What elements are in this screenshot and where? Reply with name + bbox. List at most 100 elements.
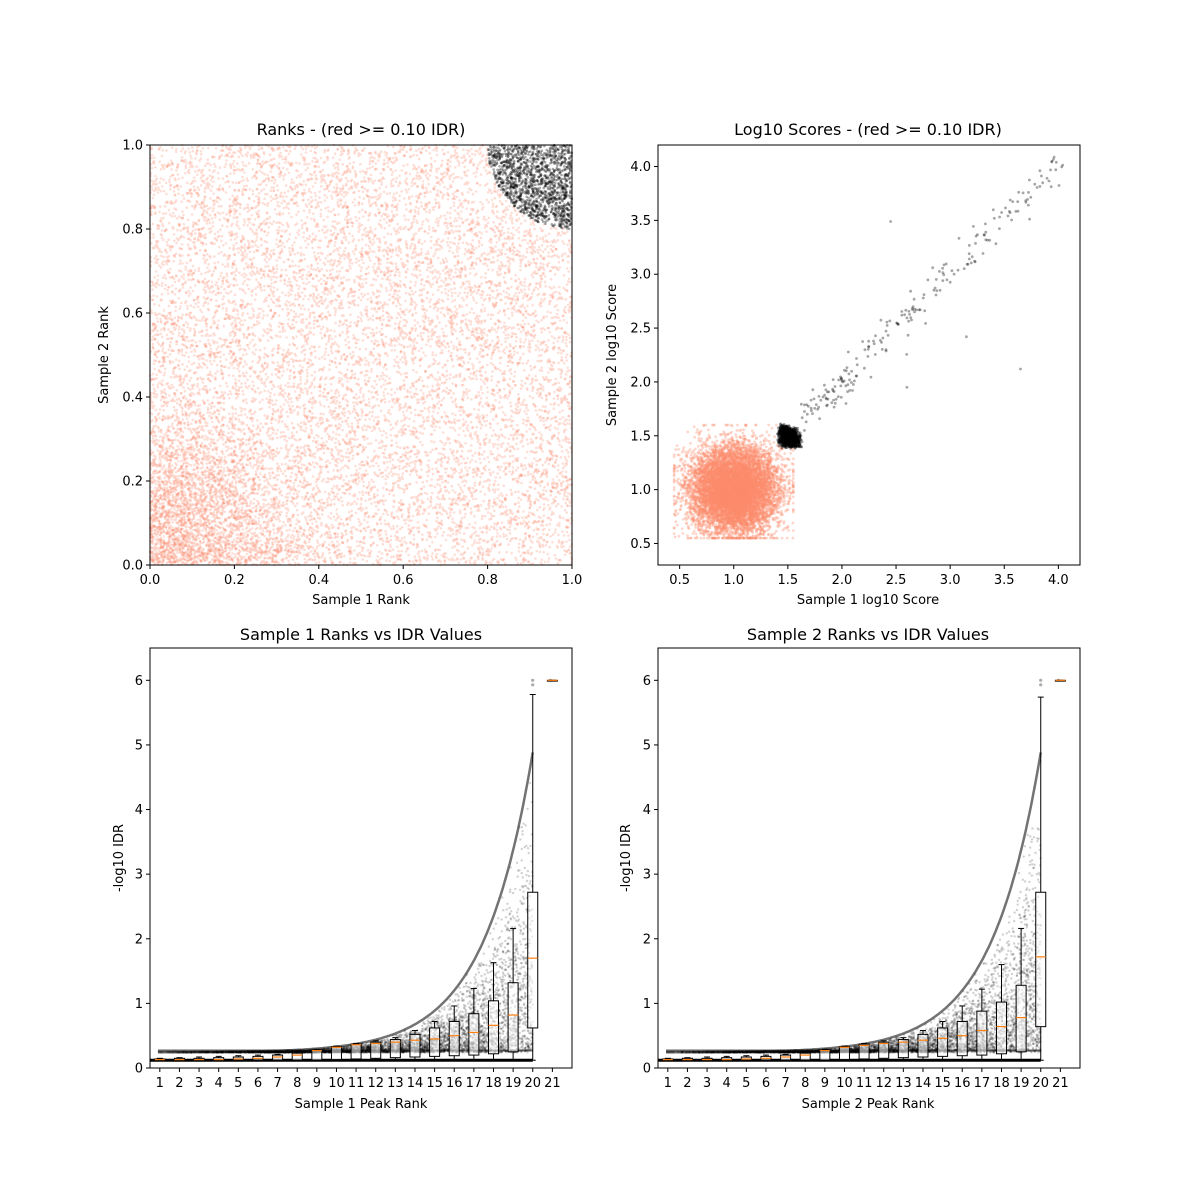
ranks-red-point xyxy=(415,177,418,180)
ranks-red-point xyxy=(345,324,348,327)
ranks-red-point xyxy=(294,294,297,297)
ranks-red-point xyxy=(399,308,402,311)
ranks-red-point xyxy=(510,286,513,289)
ranks-red-point xyxy=(522,297,525,300)
ranks-red-point xyxy=(292,385,295,388)
ranks-red-point xyxy=(565,373,568,376)
ranks-red-point xyxy=(370,307,373,310)
ranks-red-point xyxy=(252,444,255,447)
ranks-red-point xyxy=(201,334,204,337)
ranks-red-point xyxy=(568,278,571,281)
ranks-red-point xyxy=(399,358,402,361)
ranks-red-point xyxy=(352,201,355,204)
ranks-red-point xyxy=(420,205,423,208)
ranks-red-point xyxy=(316,202,319,205)
ranks-red-point xyxy=(510,219,513,222)
ranks-red-point xyxy=(421,444,424,447)
ranks-red-point xyxy=(376,398,379,401)
ranks-red-point xyxy=(238,370,241,373)
ranks-red-point xyxy=(485,424,488,427)
ranks-red-point xyxy=(212,426,215,429)
ranks-red-point xyxy=(318,561,321,564)
ranks-red-point xyxy=(401,356,404,359)
ranks-red-point xyxy=(471,544,474,547)
ranks-red-point xyxy=(562,462,565,465)
ranks-red-point xyxy=(315,174,318,177)
ranks-red-point xyxy=(197,471,200,474)
ranks-red-point xyxy=(275,474,278,477)
ranks-red-point xyxy=(252,332,255,335)
ranks-red-point xyxy=(524,317,527,320)
ranks-red-point xyxy=(288,301,291,304)
ranks-red-point xyxy=(378,358,381,361)
ranks-red-point xyxy=(161,149,164,152)
ranks-red-point xyxy=(528,342,531,345)
ranks-red-point xyxy=(370,332,373,335)
ranks-red-point xyxy=(297,411,300,414)
ranks-red-point xyxy=(511,445,514,448)
ranks-red-point xyxy=(219,385,222,388)
ranks-red-point xyxy=(470,507,473,510)
ranks-red-point xyxy=(559,349,562,352)
ranks-red-point xyxy=(281,435,284,438)
ranks-red-point xyxy=(566,422,569,425)
ranks-red-point xyxy=(334,167,337,170)
ranks-red-point xyxy=(516,424,519,427)
ranks-red-point xyxy=(328,411,331,414)
ranks-red-point xyxy=(552,478,555,481)
ranks-red-point xyxy=(351,225,354,228)
ranks-red-point xyxy=(287,534,290,537)
ranks-red-point xyxy=(171,285,174,288)
ranks-red-point xyxy=(406,191,409,194)
ranks-red-point xyxy=(556,428,559,431)
ranks-red-point xyxy=(264,240,267,243)
ranks-red-point xyxy=(276,259,279,262)
ranks-red-point xyxy=(555,316,558,319)
ranks-red-point xyxy=(562,287,565,290)
ranks-red-point xyxy=(301,366,304,369)
ranks-red-point xyxy=(349,302,352,305)
ranks-red-point xyxy=(384,519,387,522)
ranks-red-point xyxy=(196,519,199,522)
ranks-red-point xyxy=(346,523,349,526)
ranks-red-point xyxy=(227,559,230,562)
ranks-red-point xyxy=(460,286,463,289)
ranks-red-point xyxy=(296,222,299,225)
ranks-red-point xyxy=(224,166,227,169)
ranks-red-point xyxy=(225,191,228,194)
ranks-red-point xyxy=(217,261,220,264)
ranks-red-point xyxy=(457,349,460,352)
ranks-red-point xyxy=(472,487,475,490)
ranks-red-point xyxy=(264,258,267,261)
ranks-red-point xyxy=(428,211,431,214)
ranks-red-point xyxy=(557,340,560,343)
ranks-red-point xyxy=(445,257,448,260)
ranks-red-point xyxy=(198,219,201,222)
ranks-red-point xyxy=(190,157,193,160)
ranks-red-point xyxy=(248,385,251,388)
ranks-red-point xyxy=(326,216,329,219)
ranks-red-point xyxy=(441,349,444,352)
ranks-red-point xyxy=(231,412,234,415)
ranks-red-point xyxy=(485,230,488,233)
ranks-red-point xyxy=(321,498,324,501)
ranks-red-point xyxy=(153,387,156,390)
ranks-red-point xyxy=(297,533,300,536)
ranks-red-point xyxy=(368,481,371,484)
ranks-red-point xyxy=(443,171,446,174)
ranks-red-point xyxy=(538,246,541,249)
ranks-red-point xyxy=(178,278,181,281)
ranks-red-point xyxy=(398,468,401,471)
ranks-red-point xyxy=(520,562,523,565)
ranks-red-point xyxy=(330,229,333,232)
ranks-red-point xyxy=(343,407,346,410)
ranks-red-point xyxy=(425,526,428,529)
ranks-red-point xyxy=(508,470,511,473)
ranks-red-point xyxy=(512,226,515,229)
ranks-red-point xyxy=(442,269,445,272)
ranks-red-point xyxy=(561,340,564,343)
ranks-red-point xyxy=(336,148,339,151)
ranks-red-point xyxy=(436,154,439,157)
ranks-red-point xyxy=(505,473,508,476)
ranks-red-point xyxy=(208,280,211,283)
